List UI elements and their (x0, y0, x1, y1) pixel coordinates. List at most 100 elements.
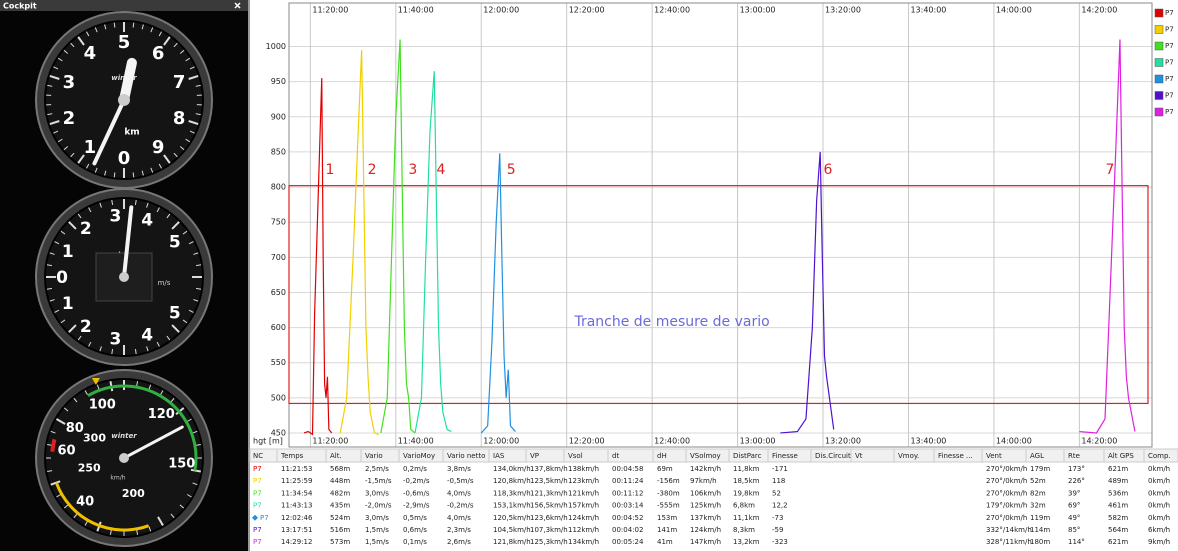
column-header: Comp. (1148, 452, 1171, 460)
vario-unit: m/s (158, 279, 171, 287)
gauge-tick (53, 66, 59, 70)
gauge-tick (85, 163, 90, 169)
vario-label: 3 (109, 329, 121, 349)
vario-label: 3 (109, 207, 121, 227)
column-header: VarioMoy (403, 452, 435, 460)
altimeter-label: 7 (173, 72, 186, 93)
gauge-needle (119, 57, 137, 105)
table-cell: 12,2 (772, 502, 788, 510)
gauge-hub (118, 94, 130, 106)
vario-label: 5 (169, 232, 181, 252)
column-header: Dis.Circuit (815, 452, 851, 460)
flight-number: 4 (437, 162, 446, 178)
table-cell: -156m (657, 477, 680, 485)
table-cell: 123,5km/h (530, 477, 568, 485)
table-cell: 153,1km/h (493, 502, 531, 510)
table-cell: P7 (253, 538, 262, 546)
table-cell: 00:05:24 (612, 538, 644, 546)
table-cell: 141m (657, 526, 677, 534)
gauge-tick (77, 335, 82, 341)
table-cell: 621m (1108, 465, 1128, 473)
gauge-tick (55, 418, 66, 425)
gauge-tick (49, 252, 55, 255)
gauge-tick (85, 31, 90, 37)
gauge-tick (70, 152, 75, 158)
gauge-tick (111, 199, 114, 205)
table-cell: 568m (330, 465, 350, 473)
table-cell: 6km/h (1148, 526, 1170, 534)
table-cell: 516m (330, 526, 350, 534)
panel-divider (248, 0, 250, 551)
airspeed-label: 300 (83, 431, 106, 444)
x-tick-label: 11:40:00 (398, 6, 434, 15)
legend-swatch (1154, 25, 1164, 34)
table-cell: 123km/h (568, 477, 599, 485)
gauge-tick (171, 324, 180, 333)
gauge-tick (186, 418, 192, 422)
y-tick-label: 600 (271, 323, 286, 332)
table-cell: 156,5km/h (530, 502, 568, 510)
gauge-tick (148, 384, 152, 390)
altimeter-label: 9 (152, 137, 165, 158)
gauge-tick (63, 504, 69, 509)
table-cell: 332°/14km/h (986, 526, 1032, 534)
table-cell: 1,5m/s (365, 526, 389, 534)
x-tick-label: 12:40:00 (654, 437, 690, 446)
x-tick-label: 12:00:00 (483, 6, 519, 15)
series-line (339, 50, 379, 435)
table-cell: 482m (330, 489, 350, 497)
gauge-tick (46, 264, 52, 267)
table-cell: 536m (1108, 489, 1128, 497)
gauge-tick (99, 346, 102, 352)
gauge-tick (192, 482, 198, 486)
column-header: Vent (986, 452, 1002, 460)
gauge-tick (185, 57, 191, 62)
altimeter-label: 6 (152, 43, 165, 64)
gauge-tick (46, 287, 52, 290)
table-cell: 118,3km/h (493, 489, 531, 497)
gauge-tick (163, 154, 171, 164)
table-cell: 2,6m/s (447, 538, 471, 546)
column-header: AGL (1030, 452, 1044, 460)
gauge-tick (185, 138, 191, 143)
gauge-tick (49, 120, 60, 126)
speed-arc (54, 482, 150, 532)
gauge-tick (190, 468, 201, 473)
table-cell: 0,6m/s (403, 526, 427, 534)
legend-swatch (1154, 41, 1164, 51)
table-cell: 0,5m/s (403, 514, 427, 522)
gauge-tick (188, 241, 194, 245)
vario-label: 2 (80, 219, 92, 239)
gauge-tick (113, 172, 116, 178)
gauge-tick (146, 346, 149, 352)
gauge-tick (182, 319, 188, 324)
column-header: VP (530, 452, 539, 460)
series-line (1079, 39, 1136, 434)
table-cell: 9km/h (1148, 538, 1170, 546)
table-cell: 106km/h (690, 489, 721, 497)
table-cell: -0,6m/s (403, 489, 430, 497)
column-header: Finesse ... (938, 452, 973, 460)
table-cell: -73 (772, 514, 783, 522)
column-header: Alt GPS (1108, 452, 1134, 460)
legend-label: P7 (1165, 59, 1174, 67)
table-cell: -380m (657, 489, 680, 497)
x-tick-label: 14:20:00 (1081, 437, 1117, 446)
vario-label: 1 (62, 294, 74, 314)
x-tick-label: 13:20:00 (825, 6, 861, 15)
gauge-brand: winter (111, 432, 137, 440)
series-line (380, 39, 416, 434)
series-line (414, 71, 452, 434)
vario-label: 2 (80, 317, 92, 337)
table-cell: 18,5km (733, 477, 760, 485)
legend-label: P7 (1165, 42, 1174, 50)
table-cell: -2,9m/s (403, 502, 430, 510)
cockpit-title: Cockpit (3, 2, 37, 11)
gauge-tick (173, 42, 178, 48)
table-cell: 85° (1068, 526, 1080, 534)
gauge-tick (56, 494, 62, 498)
table-cell: 13:17:51 (281, 526, 312, 534)
table-cell: 119m (1030, 514, 1050, 522)
table-cell: 4,0m/s (447, 489, 471, 497)
